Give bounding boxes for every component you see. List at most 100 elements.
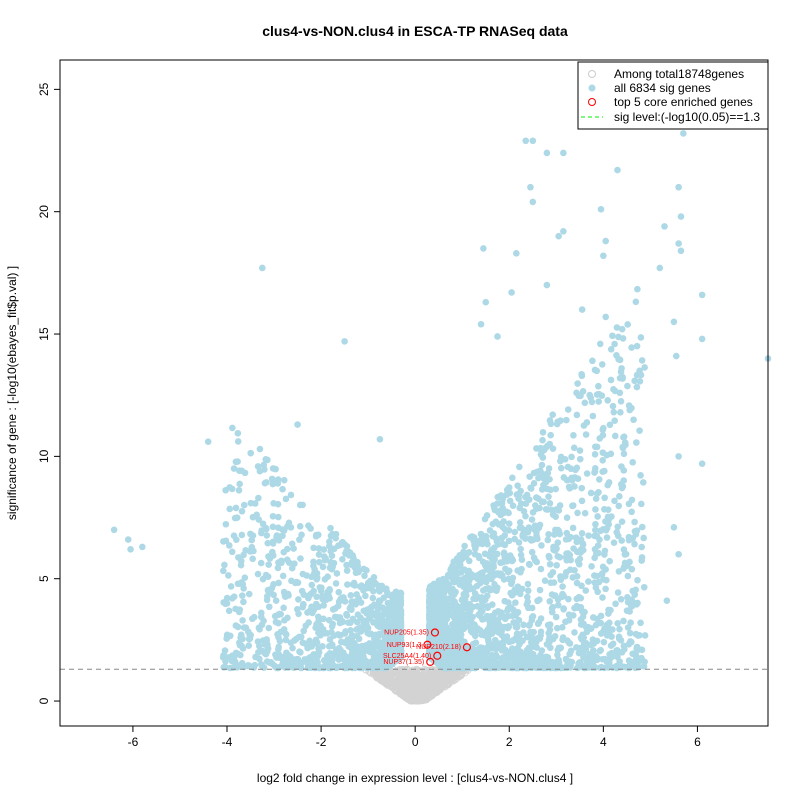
sig-gene-point	[478, 597, 486, 605]
core-gene-label: NUP37(1.35)	[383, 659, 424, 666]
sig-gene-point	[621, 559, 629, 567]
nonsig-gene-point	[400, 675, 408, 683]
sig-gene-point	[428, 603, 435, 611]
sig-gene-point	[295, 596, 302, 603]
sig-gene-point	[571, 629, 578, 636]
sig-gene-point	[228, 548, 236, 556]
sig-gene-point	[554, 418, 561, 426]
sig-gene-point	[256, 467, 264, 475]
sig-gene-point	[358, 623, 366, 631]
sig-gene-point	[617, 481, 625, 488]
sig-gene-point	[593, 443, 601, 451]
sig-gene-point	[275, 643, 282, 651]
sig-gene-point	[124, 536, 132, 543]
sig-gene-point	[514, 482, 521, 489]
sig-gene-point	[231, 514, 239, 522]
sig-gene-point	[545, 552, 553, 560]
sig-gene-point	[490, 653, 498, 661]
sig-gene-point	[473, 582, 481, 590]
sig-gene-point	[611, 497, 618, 505]
sig-gene-point	[313, 576, 321, 583]
sig-gene-point	[273, 533, 280, 541]
sig-gene-point	[332, 534, 339, 542]
sig-gene-point	[557, 644, 565, 652]
sig-gene-point	[578, 582, 585, 590]
sig-gene-point	[232, 605, 239, 613]
sig-gene-point	[564, 463, 572, 471]
sig-gene-point	[602, 585, 609, 593]
sig-gene-point	[564, 550, 572, 557]
sig-gene-point	[456, 652, 464, 660]
sig-gene-point	[508, 289, 515, 296]
sig-gene-point	[436, 583, 443, 591]
sig-gene-point	[579, 387, 587, 395]
sig-gene-point	[376, 435, 384, 443]
sig-gene-point	[611, 387, 619, 395]
sig-gene-point	[237, 561, 245, 569]
sig-gene-point	[638, 557, 645, 564]
sig-gene-point	[514, 644, 521, 652]
sig-gene-point	[554, 651, 561, 659]
sig-gene-point	[310, 606, 318, 614]
sig-gene-point	[491, 636, 499, 644]
sig-gene-point	[588, 563, 595, 570]
sig-gene-point	[545, 465, 553, 472]
sig-gene-point	[508, 557, 516, 565]
sig-gene-point	[554, 596, 562, 603]
sig-gene-point	[547, 571, 554, 579]
sig-gene-point	[538, 486, 546, 493]
sig-gene-point	[494, 617, 502, 624]
nonsig-gene-point	[414, 671, 423, 679]
sig-gene-point	[638, 357, 646, 364]
sig-gene-point	[609, 332, 616, 340]
sig-gene-point	[520, 652, 527, 660]
sig-gene-point	[269, 538, 277, 546]
sig-gene-point	[477, 320, 485, 328]
sig-gene-point	[574, 380, 581, 387]
sig-gene-point	[264, 456, 271, 464]
sig-gene-point	[453, 578, 461, 585]
sig-gene-point	[265, 561, 272, 568]
sig-gene-point	[640, 534, 648, 542]
sig-gene-point	[325, 660, 333, 668]
nonsig-gene-point	[422, 680, 431, 688]
sig-gene-point	[504, 568, 512, 576]
sig-gene-point	[236, 480, 243, 488]
sig-gene-point	[247, 530, 254, 538]
sig-gene-point	[523, 601, 531, 608]
sig-gene-point	[562, 536, 570, 543]
sig-gene-point	[347, 561, 355, 568]
sig-gene-point	[591, 465, 599, 472]
sig-gene-point	[530, 554, 538, 562]
sig-gene-point	[222, 486, 229, 494]
nonsig-gene-point	[437, 671, 446, 679]
sig-gene-point	[517, 545, 524, 553]
sig-gene-point	[577, 603, 585, 611]
sig-gene-point	[543, 641, 551, 648]
sig-gene-point	[605, 516, 612, 524]
sig-gene-point	[220, 538, 227, 545]
sig-gene-point	[634, 576, 641, 584]
core-gene-label: NUP210(2.18)	[416, 644, 461, 651]
sig-gene-point	[284, 590, 292, 598]
sig-gene-point	[298, 531, 305, 539]
sig-gene-point	[314, 652, 322, 660]
sig-gene-point	[543, 149, 551, 157]
sig-gene-point	[593, 615, 601, 623]
sig-gene-point	[624, 572, 632, 580]
sig-gene-point	[601, 505, 608, 513]
sig-gene-point	[499, 493, 507, 501]
sig-gene-point	[479, 651, 486, 659]
sig-gene-point	[272, 651, 279, 658]
sig-gene-point	[338, 595, 345, 602]
sig-gene-point	[498, 640, 505, 647]
nonsig-gene-point	[404, 686, 412, 694]
sig-gene-point	[506, 497, 514, 505]
sig-gene-point	[353, 618, 361, 626]
sig-gene-point	[272, 597, 280, 605]
sig-gene-point	[631, 540, 638, 548]
sig-gene-point	[469, 534, 476, 542]
sig-gene-point	[294, 421, 301, 428]
sig-gene-point	[313, 593, 320, 601]
sig-gene-point	[615, 355, 622, 363]
